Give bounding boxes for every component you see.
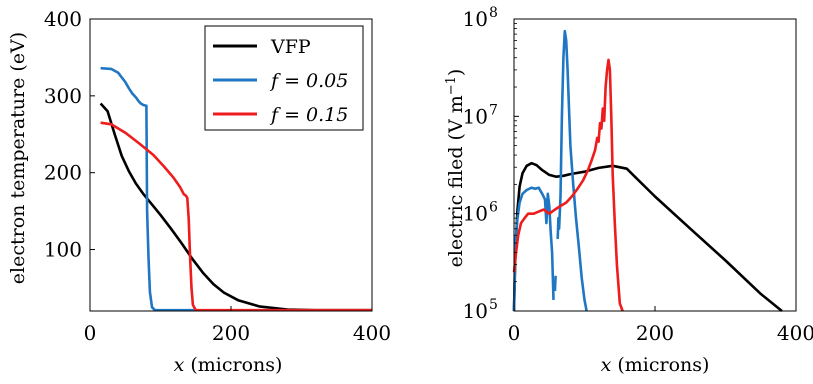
right-x-axis-label: x (microns) <box>601 354 710 376</box>
right-plot-lines <box>512 29 783 313</box>
right-y-tick-label: 10 <box>463 202 488 226</box>
left-y-tick-label: 200 <box>44 161 82 185</box>
right-y-tick-exponent: 7 <box>489 102 498 118</box>
left-plot-frame <box>89 18 373 312</box>
right-y-tick-exponent: 8 <box>489 5 498 21</box>
temperature-panel: electron temperature (eV) x (microns) 0 2… <box>7 7 391 376</box>
legend-label-vfp: VFP <box>270 36 311 58</box>
electric-field-panel: electric filed (V m−1) x (microns) 0 200 4… <box>444 5 813 376</box>
left-y-tick-label: 100 <box>44 238 82 262</box>
right-y-tick-exponent: 6 <box>489 200 498 216</box>
field-line-f-0-15 <box>512 58 624 312</box>
right-y-tick-label: 10 <box>463 104 488 128</box>
left-y-tick-label: 400 <box>44 7 82 31</box>
temperature-line-vfp <box>99 102 372 312</box>
left-x-tick-label: 400 <box>353 321 391 345</box>
left-y-axis-label: electron temperature (eV) <box>7 32 29 284</box>
temperature-line-f-0-05 <box>100 66 196 312</box>
legend-label-f015: f = 0.15 <box>269 104 348 126</box>
right-x-tick-label: 200 <box>636 321 674 345</box>
right-plot-frame <box>513 18 797 312</box>
left-x-tick-label: 0 <box>84 321 97 345</box>
left-x-tick-label: 200 <box>212 321 250 345</box>
left-x-axis-label: x (microns) <box>174 354 283 376</box>
right-x-tick-label: 400 <box>777 321 813 345</box>
right-y-tick-label: 10 <box>463 7 488 31</box>
legend: VFP f = 0.05 f = 0.15 <box>204 25 364 131</box>
left-y-tick-label: 300 <box>44 84 82 108</box>
right-y-tick-exponent: 5 <box>489 297 498 313</box>
left-plot-lines <box>99 66 372 312</box>
temperature-line-f-0-15 <box>100 121 372 312</box>
legend-label-f005: f = 0.05 <box>269 70 348 92</box>
right-y-tick-label: 10 <box>463 299 488 323</box>
right-y-axis-label: electric filed (V m−1) <box>444 69 467 268</box>
left-ticks: 0 200 400 100 200 300 400 <box>44 7 391 345</box>
field-line-f-0-05-seg2 <box>553 275 557 292</box>
field-line-f-0-05-seg1 <box>512 186 555 312</box>
right-x-tick-label: 0 <box>508 321 521 345</box>
